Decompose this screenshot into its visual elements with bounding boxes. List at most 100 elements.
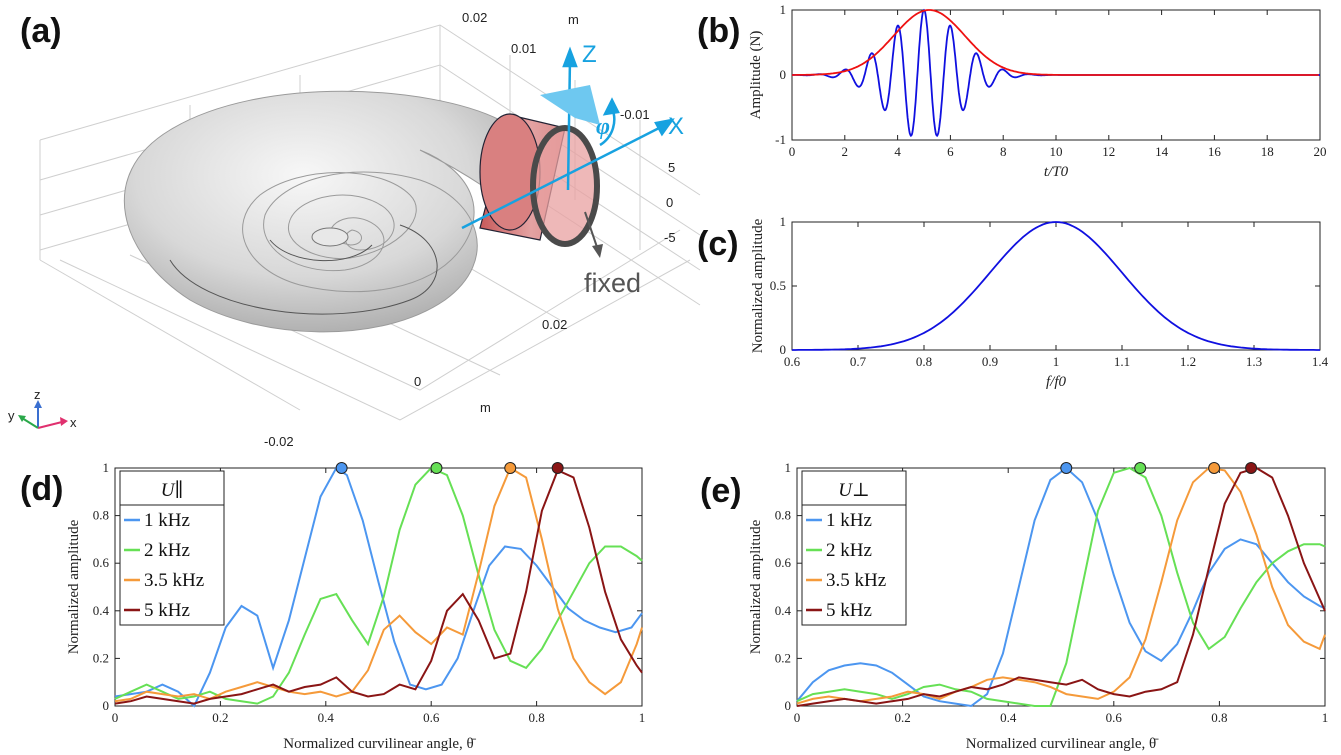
series-line — [114, 466, 643, 703]
panel-a-label: (a) — [20, 12, 62, 50]
series-line — [796, 466, 1326, 705]
series-line — [796, 466, 1326, 707]
panel-label: (e) — [700, 472, 742, 510]
legend-box — [119, 470, 225, 626]
y-tick-label: 0.6 — [93, 555, 110, 570]
y-tick-label: -1 — [775, 132, 786, 147]
plot-frame — [791, 221, 1321, 351]
y-tick-label: 0 — [780, 67, 787, 82]
x-tick-label: 0.6 — [784, 354, 801, 369]
legend-label: 2 kHz — [826, 540, 872, 561]
x-tick-label: 20 — [1314, 144, 1327, 159]
fixed-arrow — [584, 211, 603, 258]
x-tick-label: 0 — [789, 144, 796, 159]
x-tick-label: 14 — [1155, 144, 1169, 159]
series-line — [114, 466, 643, 708]
panel-label: (c) — [697, 225, 739, 263]
x-tick-label: 6 — [947, 144, 954, 159]
panel-e-chart: (e) 0 0.2 0.4 0.6 0.8 1 0 0.2 0.4 0.6 0.8 1 Normalize… — [700, 460, 1328, 752]
y-axis-label: Amplitude (N) — [748, 31, 764, 120]
x-tick-label: 12 — [1102, 144, 1115, 159]
x-tick-label: 0.6 — [423, 710, 440, 725]
triad-y-label: y — [8, 408, 15, 423]
x-tick-label: 8 — [1000, 144, 1007, 159]
peak-marker — [1208, 462, 1221, 474]
legend-title: U⊥ — [838, 480, 870, 501]
series-line — [792, 221, 1320, 351]
y-tick-label: 0.5 — [770, 278, 786, 293]
series-line — [114, 466, 643, 705]
y-tick-label: 0.8 — [93, 508, 109, 523]
legend-label: 3.5 kHz — [826, 570, 886, 591]
y-tick-label: 0.8 — [775, 508, 791, 523]
scale-label: -0.02 — [264, 434, 294, 449]
axis-z-label: Z — [582, 41, 597, 68]
y-tick-label: 1 — [785, 460, 792, 475]
scale-label: 0.02 — [462, 10, 487, 25]
y-tick-label: 0.4 — [775, 603, 792, 618]
peak-marker — [335, 462, 348, 474]
series-line — [792, 9, 1319, 76]
y-tick-label: 0 — [103, 698, 110, 713]
panel-label: (b) — [697, 12, 740, 50]
peak-marker — [1060, 462, 1073, 474]
x-tick-label: 10 — [1050, 144, 1063, 159]
x-tick-label: 2 — [842, 144, 849, 159]
y-tick-label: 1 — [780, 214, 787, 229]
x-axis-label: f/f0 — [1046, 374, 1067, 390]
x-tick-label: 16 — [1208, 144, 1222, 159]
x-tick-label: 18 — [1261, 144, 1274, 159]
legend-label: 5 kHz — [144, 600, 190, 621]
scale-label: 0.01 — [511, 41, 536, 56]
coordinate-triad — [18, 400, 68, 429]
scale-label: m — [480, 400, 491, 415]
legend-title: U∥ — [161, 480, 184, 501]
x-axis-label: t/T0 — [1044, 164, 1069, 180]
y-tick-label: 0 — [780, 342, 787, 357]
x-tick-label: 0.8 — [916, 354, 932, 369]
x-tick-label: 4 — [894, 144, 901, 159]
legend-label: 1 kHz — [826, 510, 872, 531]
scale-label: 0.02 — [542, 317, 567, 332]
x-tick-label: 1.4 — [1312, 354, 1329, 369]
scale-label: -5 — [664, 230, 676, 245]
x-tick-label: 1 — [1053, 354, 1060, 369]
y-tick-label: 1 — [780, 2, 787, 17]
fixed-label: fixed — [584, 268, 641, 298]
y-axis-label: Normalized amplitude — [748, 519, 764, 654]
spiral-shell — [123, 90, 521, 333]
x-axis-label: Normalized curvilinear angle, θ̄ — [283, 736, 476, 752]
legend-label: 5 kHz — [826, 600, 872, 621]
series-line — [114, 469, 643, 705]
axis-x-label: X — [668, 113, 684, 140]
y-tick-label: 0.6 — [775, 555, 792, 570]
legend-label: 3.5 kHz — [144, 570, 204, 591]
x-tick-label: 0.4 — [1000, 710, 1017, 725]
x-tick-label: 1.1 — [1114, 354, 1130, 369]
x-tick-label: 0.9 — [982, 354, 998, 369]
scale-label: 0 — [414, 374, 421, 389]
y-tick-label: 0.4 — [93, 603, 110, 618]
y-axis-label: Normalized amplitude — [750, 218, 766, 353]
panel-c-chart: (c) 0.6 0.7 0.8 0.9 1 1.1 1.2 1.3 1.4 0 0.5 1 f/f0 Nor… — [697, 214, 1329, 390]
scale-label: 5 — [668, 160, 675, 175]
x-tick-label: 0.2 — [894, 710, 910, 725]
y-tick-label: 0.2 — [775, 650, 791, 665]
y-tick-label: 0 — [785, 698, 792, 713]
x-axis-label: Normalized curvilinear angle, θ̄ — [966, 736, 1159, 752]
triad-z-label: z — [34, 387, 41, 402]
peak-marker — [551, 462, 564, 474]
panel-label: (d) — [20, 470, 63, 508]
x-tick-label: 0.8 — [528, 710, 544, 725]
phi-label: φ — [596, 114, 610, 140]
peak-marker — [504, 462, 517, 474]
x-tick-label: 1.3 — [1246, 354, 1262, 369]
y-tick-label: 0.2 — [93, 650, 109, 665]
peak-marker — [430, 462, 443, 474]
x-tick-label: 0 — [112, 710, 119, 725]
legend-label: 1 kHz — [144, 510, 190, 531]
scale-label: 0 — [666, 195, 673, 210]
peak-marker — [1134, 462, 1147, 474]
x-tick-label: 0.7 — [850, 354, 867, 369]
